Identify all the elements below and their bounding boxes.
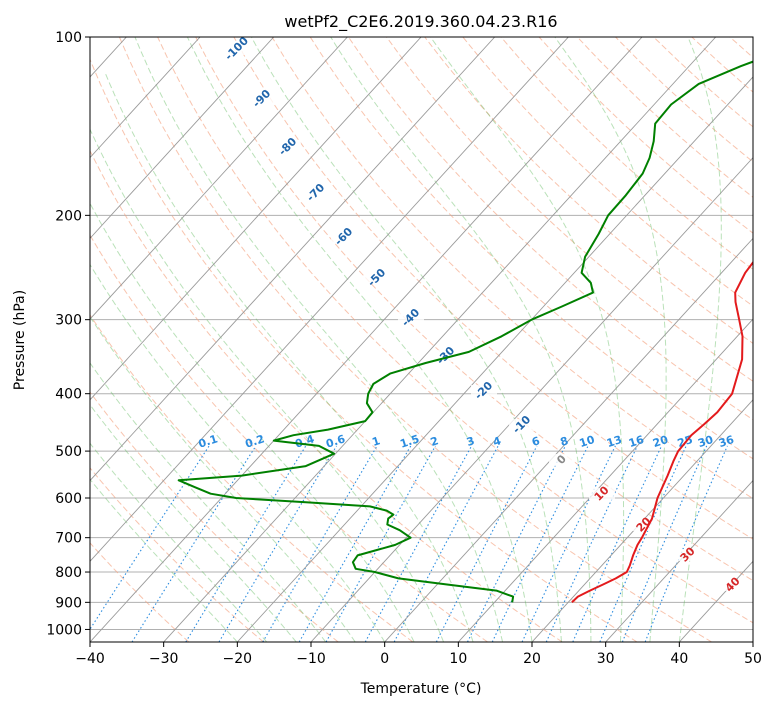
x-tick-label: −10 <box>296 651 326 667</box>
x-tick-label: −40 <box>75 651 105 667</box>
x-tick-label: 40 <box>670 651 688 667</box>
y-axis-label: Pressure (hPa) <box>12 290 28 390</box>
x-tick-label: 10 <box>449 651 467 667</box>
chart-title: wetPf2_C2E6.2019.360.04.23.R16 <box>284 12 557 32</box>
y-tick-label: 1000 <box>46 622 82 638</box>
isotherm-label: 0 <box>549 452 575 467</box>
y-tick-label: 400 <box>55 387 82 403</box>
y-tick-label: 700 <box>55 531 82 547</box>
x-tick-label: 20 <box>523 651 541 667</box>
y-tick-label: 800 <box>55 565 82 581</box>
y-tick-label: 900 <box>55 595 82 611</box>
y-tick-label: 500 <box>55 444 82 460</box>
y-tick-label: 200 <box>55 208 82 224</box>
x-tick-label: 0 <box>380 651 389 667</box>
x-tick-label: 50 <box>744 651 762 667</box>
x-tick-label: −30 <box>149 651 179 667</box>
x-tick-label: 30 <box>597 651 615 667</box>
y-tick-label: 100 <box>55 30 82 46</box>
x-tick-label: −20 <box>223 651 253 667</box>
x-axis-label: Temperature (°C) <box>360 681 482 697</box>
y-tick-label: 300 <box>55 313 82 329</box>
y-tick-label: 600 <box>55 491 82 507</box>
